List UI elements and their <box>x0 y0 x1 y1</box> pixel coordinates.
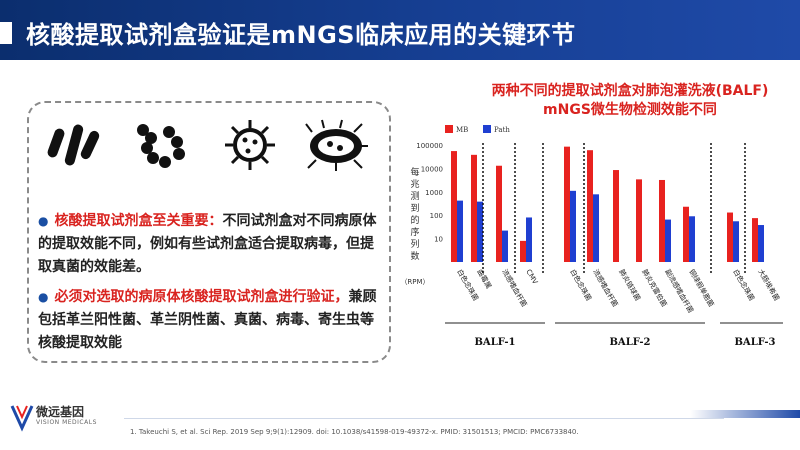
legend-label-path: Path <box>494 126 510 134</box>
category-label: 流感嗜血杆菌 <box>500 268 529 309</box>
bar-mb <box>564 146 570 262</box>
chart-title-line1: 两种不同的提取试剂盒对肺泡灌洗液(BALF) <box>491 83 769 99</box>
y-tick-label: 100000 <box>416 142 443 150</box>
category-label: 流感嗜血杆菌 <box>591 268 620 309</box>
y-tick-label: 10 <box>434 236 443 244</box>
chart-title-line2: mNGS微生物检测效能不同 <box>543 102 717 118</box>
reference-citation: 1. Takeuchi S, et al. Sci Rep. 2019 Sep … <box>130 428 579 436</box>
bullet-highlight: 必须对选取的病原体核酸提取试剂盒进行验证， <box>54 289 349 305</box>
bar-mb <box>727 212 733 262</box>
y-axis-label-char: 的 <box>410 214 419 226</box>
y-axis-label-char: 每 <box>410 166 419 178</box>
logo-subtitle: VISION MEDICALS <box>36 419 97 426</box>
footer-accent <box>690 410 800 418</box>
bar-mb <box>683 206 689 262</box>
bar-path <box>570 190 576 262</box>
bullet-extraction-importance: ● 核酸提取试剂盒至关重要：不同试剂盒对不同病原体的提取效能不同，例如有些试剂盒适… <box>38 210 383 279</box>
legend-swatch-path <box>483 125 491 133</box>
bullet-text: 不同试剂盒对不同病原体的提取效能不同，例如有些试剂盒适合提取病毒，但提取真菌的效… <box>38 213 377 275</box>
category-label: 白色念珠菌 <box>568 268 593 303</box>
category-label: 大肠埃希菌 <box>756 268 781 303</box>
group-label: BALF-3 <box>734 337 775 348</box>
bar-path <box>526 217 532 262</box>
pathogen-icons <box>45 118 368 178</box>
group-label: BALF-1 <box>474 337 515 348</box>
category-label: 白色念珠菌 <box>731 268 756 303</box>
category-label: CMV <box>524 268 539 286</box>
y-tick-label: 10000 <box>421 165 443 173</box>
bullet-highlight: 核酸提取试剂盒至关重要： <box>54 213 223 229</box>
bar-mb <box>451 151 457 262</box>
legend-label-mb: MB <box>456 126 468 134</box>
y-axis-label-char: 到 <box>410 202 419 214</box>
bar-path <box>502 230 508 262</box>
bar-path <box>593 194 599 262</box>
bullet-kit-validation: ● 必须对选取的病原体核酸提取试剂盒进行验证，兼顾包括革兰阳性菌、革兰阴性菌、真菌… <box>38 286 383 355</box>
bullet-dot: ● <box>38 290 49 304</box>
bar-mb <box>520 240 526 262</box>
logo-name: 微远基因 <box>36 405 85 419</box>
page-title: 核酸提取试剂盒验证是mNGS临床应用的关键环节 <box>26 21 576 49</box>
y-axis-label-char: 兆 <box>410 179 419 190</box>
y-tick-label: 100 <box>430 212 443 220</box>
cocci-chain-icon <box>137 124 185 168</box>
bar-mb <box>471 154 477 262</box>
bar-path <box>477 201 483 262</box>
group-label: BALF-2 <box>609 337 650 348</box>
category-label: 曲霉属 <box>475 268 493 291</box>
info-panel <box>27 101 391 363</box>
logo-mark-icon <box>10 405 34 432</box>
y-axis-unit: （RPM） <box>400 278 429 286</box>
y-tick-label: 1000 <box>425 189 443 197</box>
title-accent-bar <box>0 22 12 44</box>
bar-mb <box>496 165 502 262</box>
bullet-text: 兼顾包括革兰阳性菌、革兰阴性菌、真菌、病毒、寄生虫等核酸提取效能 <box>38 289 377 351</box>
bar-path <box>758 225 764 262</box>
bar-mb <box>613 170 619 262</box>
bar-mb <box>752 218 758 262</box>
rod-bacteria-icon <box>47 124 100 166</box>
category-label: 铜绿假单胞菌 <box>687 268 716 309</box>
bar-mb <box>587 150 593 262</box>
bar-mb <box>636 179 642 262</box>
y-axis-label-char: 测 <box>410 191 419 202</box>
bar-path <box>665 219 671 262</box>
bar-mb <box>659 179 665 262</box>
virus-icon <box>225 120 275 170</box>
legend-swatch-mb <box>445 125 453 133</box>
company-logo: 微远基因 VISION MEDICALS <box>10 398 120 438</box>
bar-path <box>733 221 739 262</box>
parasite-icon <box>305 119 368 171</box>
title-bar: 核酸提取试剂盒验证是mNGS临床应用的关键环节 <box>0 0 800 60</box>
y-axis-label-char: 序 <box>410 226 419 238</box>
y-axis-label-char: 列 <box>410 238 419 250</box>
bar-path <box>689 216 695 262</box>
category-label: 肺炎链球菌 <box>617 268 642 303</box>
footer-divider <box>124 418 724 419</box>
bar-path <box>457 200 463 262</box>
bullet-dot: ● <box>38 214 49 228</box>
y-axis-label-char: 数 <box>410 250 419 262</box>
